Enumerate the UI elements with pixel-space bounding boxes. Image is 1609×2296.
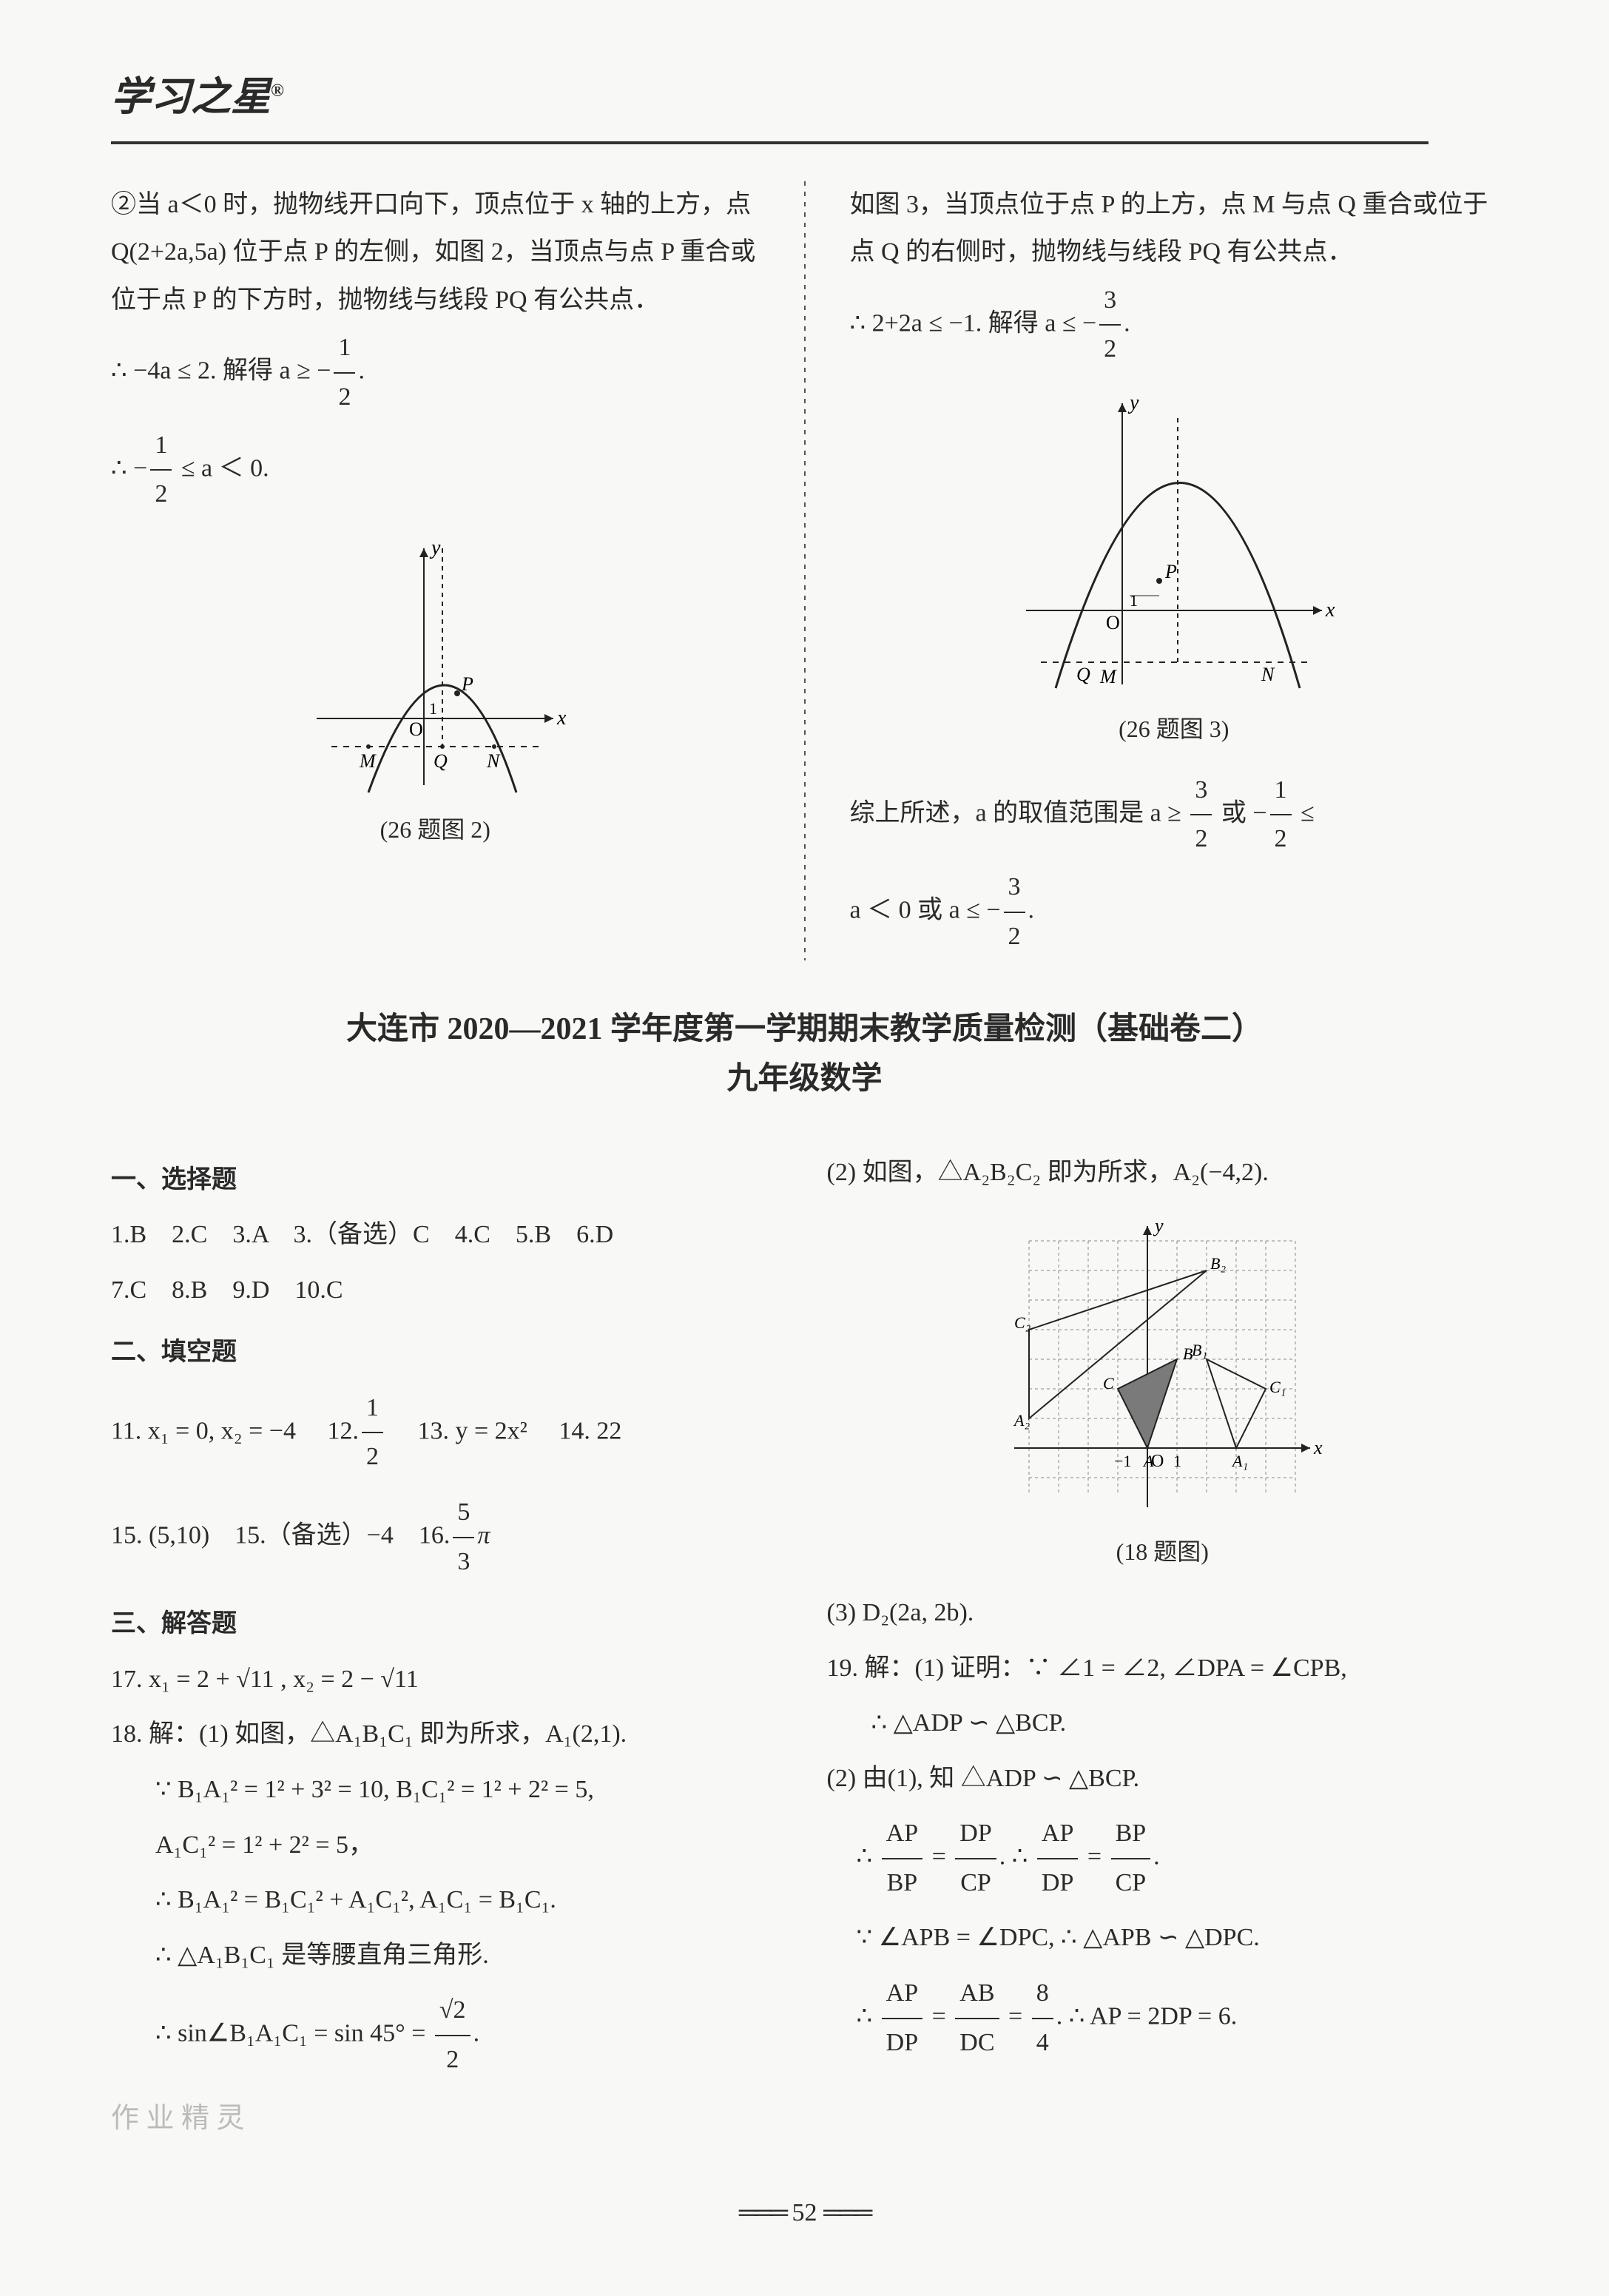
svg-text:A₂: A₂ bbox=[1013, 1411, 1030, 1430]
svg-text:x: x bbox=[1313, 1437, 1323, 1458]
svg-text:x: x bbox=[556, 707, 567, 730]
fill-row2: 15. (5,10) 15.（备选）−4 16.53π bbox=[111, 1489, 783, 1586]
left-col: ②当 a＜0 时，抛物线开口向下，顶点位于 x 轴的上方，点 Q(2+2a,5a… bbox=[111, 181, 760, 961]
svg-text:N: N bbox=[486, 750, 501, 772]
page-number: ═══ 52 ═══ bbox=[111, 2189, 1498, 2238]
svg-text:C₁: C₁ bbox=[1269, 1378, 1286, 1396]
mc-row2: 7.C 8.B 9.D 10.C bbox=[111, 1267, 783, 1315]
fill-row1: 11. x₁ = 0, x₂ = −4 12.12 13. y = 2x² 14… bbox=[111, 1384, 783, 1481]
q19-l6: ∴ APDP = ABDC = 84. ∴ AP = 2DP = 6. bbox=[827, 1970, 1499, 2067]
svg-text:P: P bbox=[461, 673, 473, 695]
parabola-3-svg: x y O P 1 Q M N bbox=[1011, 388, 1337, 699]
brand-header: 学习之星® bbox=[111, 59, 1428, 144]
q18-l4: ∴ △A₁B₁C₁ 是等腰直角三角形. bbox=[111, 1932, 783, 1980]
svg-text:C₂: C₂ bbox=[1014, 1313, 1031, 1332]
right-summary-1: 综上所述，a 的取值范围是 a ≥ 32 或 −12 ≤ bbox=[850, 767, 1499, 863]
figure-18: x y O −1 1 A B C A₁ B₁ C₁ A₂ B₂ C₂ bbox=[827, 1211, 1499, 1575]
caption-18: (18 题图) bbox=[827, 1529, 1499, 1575]
q18-l3: ∴ B₁A₁² = B₁C₁² + A₁C₁², A₁C₁ = B₁C₁. bbox=[111, 1876, 783, 1925]
sec1-label: 一、选择题 bbox=[111, 1157, 783, 1205]
q18-l2: A₁C₁² = 1² + 2² = 5， bbox=[111, 1822, 783, 1870]
parabola-2-svg: x y O P 1 M Q N bbox=[302, 533, 568, 800]
figure-26-2: x y O P 1 M Q N (26 题图 2) bbox=[111, 533, 760, 852]
reg-mark: ® bbox=[271, 81, 284, 101]
right-col: 如图 3，当顶点位于点 P 的上方，点 M 与点 Q 重合或位于点 Q 的右侧时… bbox=[850, 181, 1499, 961]
svg-text:Q: Q bbox=[1076, 664, 1090, 685]
left-line-b: ∴ −12 ≤ a ＜ 0. bbox=[111, 422, 760, 519]
svg-text:B₂: B₂ bbox=[1210, 1254, 1226, 1273]
q19-l5: ∵ ∠APB = ∠DPC, ∴ △APB ∽ △DPC. bbox=[827, 1914, 1499, 1962]
watermark-text: 作 业 精 灵 bbox=[111, 2092, 783, 2145]
svg-text:y: y bbox=[429, 536, 441, 559]
svg-text:1: 1 bbox=[1173, 1452, 1181, 1470]
svg-text:1: 1 bbox=[429, 699, 437, 718]
title-line2: 九年级数学 bbox=[111, 1054, 1498, 1104]
answers-left: 一、选择题 1.B 2.C 3.A 3.（备选）C 4.C 5.B 6.D 7.… bbox=[111, 1142, 783, 2145]
q19-l4: ∴ APBP = DPCP. ∴ APDP = BPCP. bbox=[827, 1810, 1499, 1907]
exam-title: 大连市 2020—2021 学年度第一学期期末教学质量检测（基础卷二） 九年级数… bbox=[111, 1005, 1498, 1104]
figure-26-3: x y O P 1 Q M N (26 题图 3) bbox=[850, 388, 1499, 752]
caption-26-3: (26 题图 3) bbox=[850, 707, 1499, 752]
svg-text:A₁: A₁ bbox=[1231, 1452, 1248, 1470]
svg-text:Q: Q bbox=[434, 750, 448, 772]
answers-section: 一、选择题 1.B 2.C 3.A 3.（备选）C 4.C 5.B 6.D 7.… bbox=[111, 1142, 1498, 2145]
svg-text:O: O bbox=[409, 718, 423, 740]
caption-26-2: (26 题图 2) bbox=[111, 807, 760, 852]
q19-l2: ∴ △ADP ∽ △BCP. bbox=[827, 1700, 1499, 1748]
svg-text:M: M bbox=[359, 750, 377, 772]
q17: 17. x₁ = 2 + √11 , x₂ = 2 − √11 bbox=[111, 1656, 783, 1704]
q18-l5: ∴ sin∠B₁A₁C₁ = sin 45° = √22. bbox=[111, 1987, 783, 2084]
svg-text:N: N bbox=[1261, 664, 1275, 685]
svg-text:y: y bbox=[1127, 391, 1139, 414]
mc-row1: 1.B 2.C 3.A 3.（备选）C 4.C 5.B 6.D bbox=[111, 1211, 783, 1259]
svg-text:1: 1 bbox=[1130, 591, 1138, 610]
svg-text:M: M bbox=[1099, 666, 1117, 687]
svg-text:−1: −1 bbox=[1114, 1452, 1131, 1470]
left-p1: ②当 a＜0 时，抛物线开口向下，顶点位于 x 轴的上方，点 Q(2+2a,5a… bbox=[111, 181, 760, 325]
q18-2: (2) 如图，△A₂B₂C₂ 即为所求，A₂(−4,2). bbox=[827, 1149, 1499, 1197]
q19-l3: (2) 由(1), 知 △ADP ∽ △BCP. bbox=[827, 1755, 1499, 1803]
answers-right: (2) 如图，△A₂B₂C₂ 即为所求，A₂(−4,2). bbox=[827, 1142, 1499, 2145]
q19-l1: 19. 解：(1) 证明：∵ ∠1 = ∠2, ∠DPA = ∠CPB, bbox=[827, 1645, 1499, 1693]
left-line-a: ∴ −4a ≤ 2. 解得 a ≥ −12. bbox=[111, 324, 760, 421]
q18-l1: ∵ B₁A₁² = 1² + 3² = 10, B₁C₁² = 1² + 2² … bbox=[111, 1766, 783, 1814]
q18-3: (3) D₂(2a, 2b). bbox=[827, 1589, 1499, 1637]
sec3-label: 三、解答题 bbox=[111, 1600, 783, 1649]
svg-text:x: x bbox=[1325, 599, 1335, 622]
brand-text: 学习之星 bbox=[111, 75, 271, 119]
svg-text:C: C bbox=[1103, 1374, 1114, 1393]
dotted-divider bbox=[804, 181, 806, 961]
svg-text:y: y bbox=[1153, 1215, 1164, 1236]
q18-intro: 18. 解：(1) 如图，△A₁B₁C₁ 即为所求，A₁(2,1). bbox=[111, 1711, 783, 1759]
svg-text:B₁: B₁ bbox=[1192, 1341, 1207, 1359]
svg-text:O: O bbox=[1106, 612, 1120, 633]
right-line-a: ∴ 2+2a ≤ −1. 解得 a ≤ −32. bbox=[850, 277, 1499, 374]
sec2-label: 二、填空题 bbox=[111, 1329, 783, 1377]
right-summary-2: a ＜ 0 或 a ≤ −32. bbox=[850, 863, 1499, 960]
title-line1: 大连市 2020—2021 学年度第一学期期末教学质量检测（基础卷二） bbox=[111, 1005, 1498, 1054]
top-section: ②当 a＜0 时，抛物线开口向下，顶点位于 x 轴的上方，点 Q(2+2a,5a… bbox=[111, 181, 1498, 961]
right-p1: 如图 3，当顶点位于点 P 的上方，点 M 与点 Q 重合或位于点 Q 的右侧时… bbox=[850, 181, 1499, 277]
svg-text:A: A bbox=[1142, 1452, 1154, 1470]
grid-svg: x y O −1 1 A B C A₁ B₁ C₁ A₂ B₂ C₂ bbox=[999, 1211, 1325, 1522]
svg-text:P: P bbox=[1164, 561, 1177, 582]
